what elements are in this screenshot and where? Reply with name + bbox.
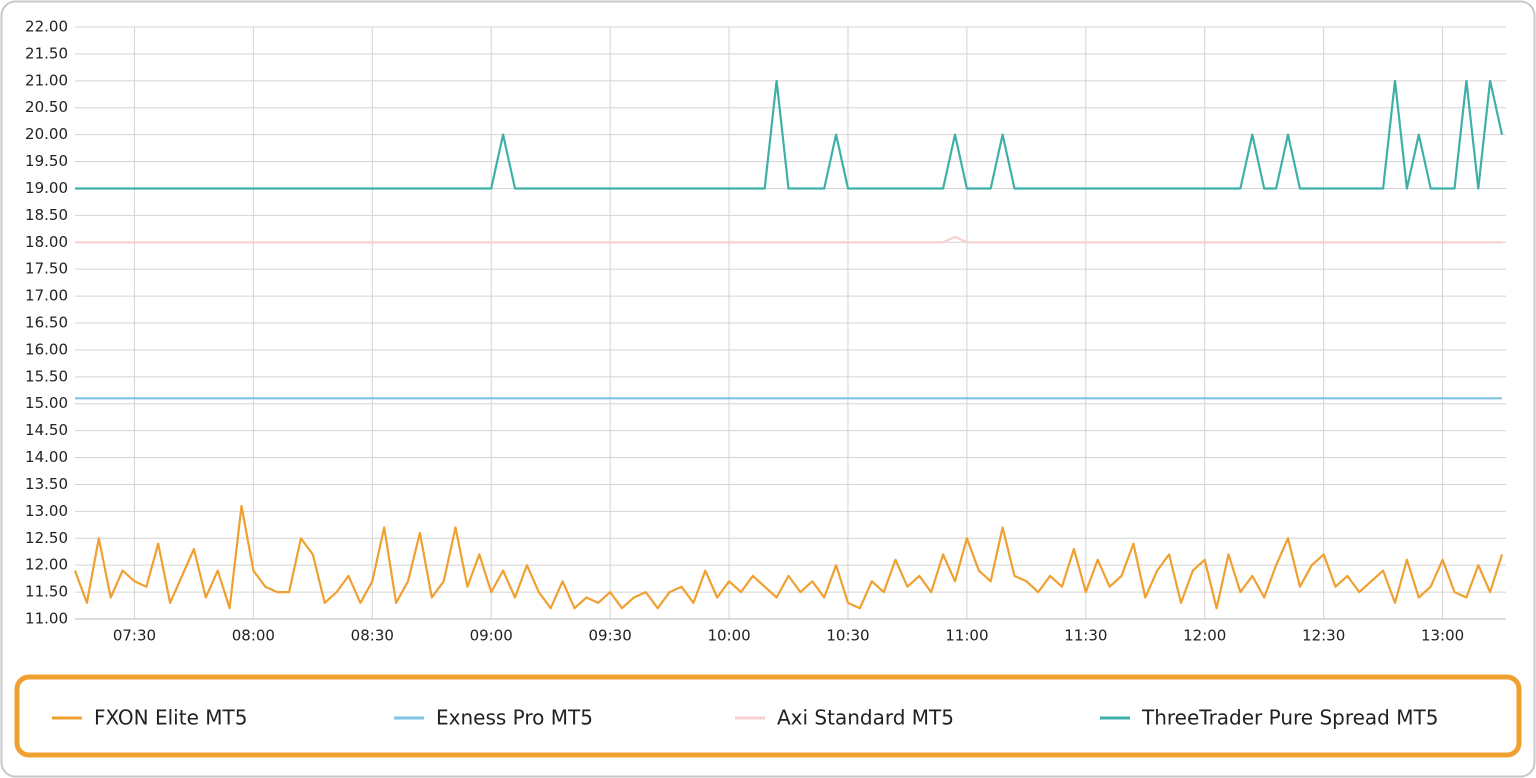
x-tick-label: 13:00: [1421, 627, 1464, 645]
y-tick-label: 11.50: [25, 583, 68, 601]
series-line: [73, 504, 1504, 610]
y-tick-label: 17.50: [25, 260, 68, 278]
y-tick-label: 12.00: [25, 556, 68, 574]
x-tick-label: 07:30: [113, 627, 156, 645]
y-tick-label: 15.00: [25, 394, 68, 412]
x-tick-label: 10:30: [826, 627, 869, 645]
series-line: [75, 79, 1504, 190]
legend-label: Exness Pro MT5: [436, 706, 593, 730]
x-tick-label: 10:00: [707, 627, 750, 645]
y-tick-label: 20.00: [25, 125, 68, 143]
y-tick-label: 22.00: [25, 18, 68, 36]
y-tick-label: 15.50: [25, 367, 68, 385]
y-tick-label: 21.00: [25, 71, 68, 89]
x-tick-label: 09:00: [470, 627, 513, 645]
y-tick-label: 11.00: [25, 610, 68, 628]
y-tick-label: 20.50: [25, 98, 68, 116]
y-tick-label: 14.00: [25, 448, 68, 466]
legend-label: ThreeTrader Pure Spread MT5: [1141, 706, 1438, 730]
y-tick-label: 17.00: [25, 287, 68, 305]
series-line: [75, 235, 1502, 244]
y-tick-label: 16.50: [25, 314, 68, 332]
y-tick-label: 13.00: [25, 502, 68, 520]
y-tick-label: 19.50: [25, 152, 68, 170]
x-tick-label: 11:00: [945, 627, 988, 645]
x-tick-label: 09:30: [589, 627, 632, 645]
legend-label: FXON Elite MT5: [94, 706, 247, 730]
x-tick-label: 12:30: [1302, 627, 1345, 645]
x-tick-label: 08:00: [232, 627, 275, 645]
legend-label: Axi Standard MT5: [777, 706, 954, 730]
y-tick-label: 16.00: [25, 340, 68, 358]
y-tick-label: 19.00: [25, 179, 68, 197]
x-tick-label: 12:00: [1183, 627, 1226, 645]
x-tick-label: 11:30: [1064, 627, 1107, 645]
legend-box: [14, 674, 1522, 758]
x-tick-label: 08:30: [351, 627, 394, 645]
y-tick-label: 12.50: [25, 529, 68, 547]
y-tick-label: 21.50: [25, 44, 68, 62]
y-tick-label: 14.50: [25, 421, 68, 439]
y-tick-label: 13.50: [25, 475, 68, 493]
y-tick-label: 18.00: [25, 233, 68, 251]
y-tick-label: 18.50: [25, 206, 68, 224]
